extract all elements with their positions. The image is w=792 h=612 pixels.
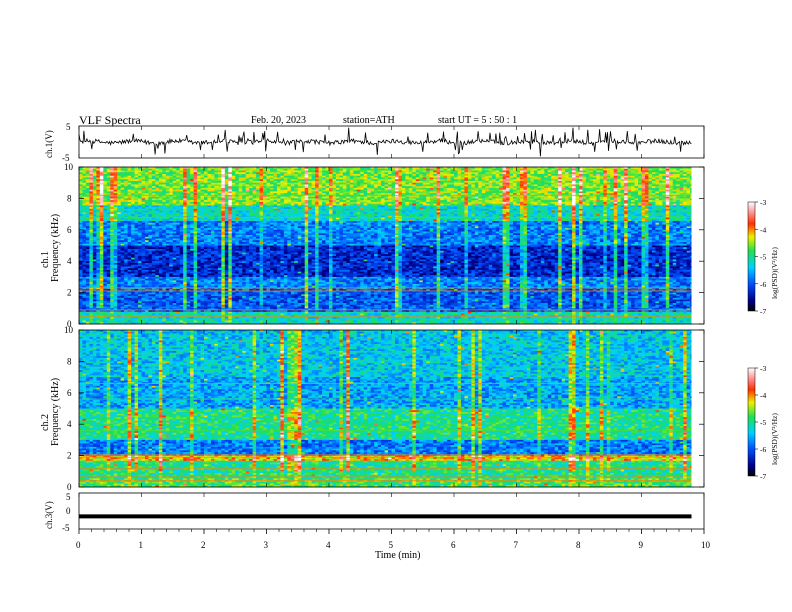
ch1-waveform-panel: 5 -5 ch.1(V) (44, 122, 704, 163)
ch1-spectrogram-cells (79, 167, 704, 324)
ch1-trace (79, 128, 692, 157)
ch1-ytick-top: 5 (66, 122, 71, 132)
ch1-ylabel: ch.1(V) (44, 130, 54, 158)
